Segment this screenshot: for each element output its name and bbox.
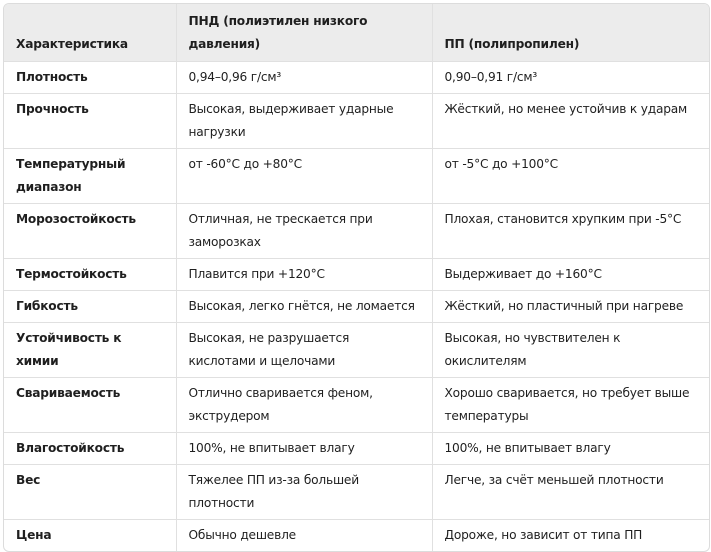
pnd-cell: Тяжелее ПП из-за большей плотности [176, 464, 433, 520]
characteristic-cell: Морозостойкость [4, 203, 177, 259]
pp-cell: Высокая, но чувствителен к окислителям [432, 322, 709, 378]
pnd-cell: Высокая, не разрушается кислотами и щело… [176, 322, 433, 378]
pnd-cell: 0,94–0,96 г/см³ [176, 61, 433, 94]
pnd-cell: Отличная, не трескается при заморозках [176, 203, 433, 259]
characteristic-cell: Вес [4, 464, 177, 520]
table-row: Гибкость Высокая, легко гнётся, не ломает… [4, 290, 709, 323]
pnd-cell: Отлично сваривается феном, экструдером [176, 377, 433, 433]
table-row: Температурный диапазон от -60°C до +80°C о… [4, 148, 709, 204]
characteristic-cell: Устойчивость к химии [4, 322, 177, 378]
pp-cell: Легче, за счёт меньшей плотности [432, 464, 709, 520]
comparison-table: Характеристика ПНД (полиэтилен низкого д… [4, 4, 709, 551]
table-row: Термостойкость Плавится при +120°C Выдержи… [4, 258, 709, 291]
characteristic-cell: Плотность [4, 61, 177, 94]
characteristic-cell: Гибкость [4, 290, 177, 323]
pnd-cell: Высокая, выдерживает ударные нагрузки [176, 93, 433, 149]
table-row: Цена Обычно дешевле Дороже, но зависит от … [4, 519, 709, 551]
table-row: Плотность 0,94–0,96 г/см³ 0,90–0,91 г/см³ [4, 61, 709, 94]
comparison-table-container: Характеристика ПНД (полиэтилен низкого д… [3, 3, 710, 552]
pp-cell: Хорошо сваривается, но требует выше темп… [432, 377, 709, 433]
pp-cell: 0,90–0,91 г/см³ [432, 61, 709, 94]
characteristic-cell: Температурный диапазон [4, 148, 177, 204]
characteristic-cell: Влагостойкость [4, 432, 177, 465]
characteristic-cell: Прочность [4, 93, 177, 149]
header-pnd: ПНД (полиэтилен низкого давления) [176, 4, 433, 62]
pp-cell: Выдерживает до +160°C [432, 258, 709, 291]
pp-cell: от -5°C до +100°C [432, 148, 709, 204]
characteristic-cell: Свариваемость [4, 377, 177, 433]
table-row: Устойчивость к химии Высокая, не разрушае… [4, 322, 709, 378]
pp-cell: 100%, не впитывает влагу [432, 432, 709, 465]
pnd-cell: Плавится при +120°C [176, 258, 433, 291]
pp-cell: Жёсткий, но менее устойчив к ударам [432, 93, 709, 149]
pnd-cell: Обычно дешевле [176, 519, 433, 551]
table-header-row: Характеристика ПНД (полиэтилен низкого д… [4, 4, 709, 62]
pnd-cell: Высокая, легко гнётся, не ломается [176, 290, 433, 323]
pnd-cell: от -60°C до +80°C [176, 148, 433, 204]
characteristic-cell: Термостойкость [4, 258, 177, 291]
table-row: Прочность Высокая, выдерживает ударные на… [4, 93, 709, 149]
pnd-cell: 100%, не впитывает влагу [176, 432, 433, 465]
table-row: Вес Тяжелее ПП из-за большей плотности Лег… [4, 464, 709, 520]
table-row: Влагостойкость 100%, не впитывает влагу 10… [4, 432, 709, 465]
pp-cell: Дороже, но зависит от типа ПП [444, 528, 643, 542]
header-characteristic: Характеристика [4, 4, 177, 62]
characteristic-cell: Цена [4, 519, 177, 551]
pp-cell: Жёсткий, но пластичный при нагреве [432, 290, 709, 323]
table-row: Морозостойкость Отличная, не трескается п… [4, 203, 709, 259]
pp-cell: Плохая, становится хрупким при -5°C [432, 203, 709, 259]
header-pp: ПП (полипропилен) [432, 4, 709, 62]
table-row: Свариваемость Отлично сваривается феном, … [4, 377, 709, 433]
